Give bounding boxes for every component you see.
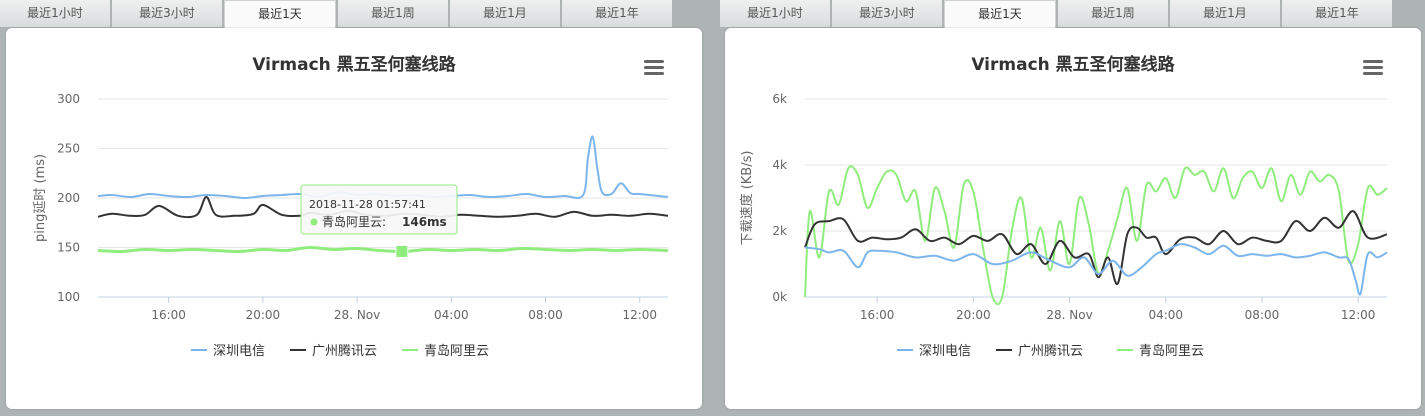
- tooltip-time: 2018-11-28 01:57:41: [309, 198, 426, 211]
- download-panel: 最近1小时 最近3小时 最近1天 最近1周 最近1月 最近1年 Virmach …: [720, 0, 1425, 416]
- tooltip-dot: [310, 218, 318, 226]
- x-tick-label: 04:00: [434, 308, 469, 322]
- legend-item[interactable]: 广州腾讯云: [996, 343, 1083, 359]
- tab-1-hour[interactable]: 最近1小时: [720, 0, 830, 27]
- menu-bar: [644, 66, 664, 69]
- tab-1-month[interactable]: 最近1月: [450, 0, 560, 27]
- x-tick-label: 28. Nov: [1046, 308, 1092, 322]
- chart-menu-icon[interactable]: [1363, 60, 1383, 75]
- time-range-tabs: 最近1小时 最近3小时 最近1天 最近1周 最近1月 最近1年: [0, 0, 674, 29]
- y-tick-label: 6k: [772, 92, 787, 106]
- x-tick-label: 08:00: [528, 308, 563, 322]
- series-line: [97, 245, 669, 254]
- menu-bar: [1363, 60, 1383, 63]
- time-range-tabs: 最近1小时 最近3小时 最近1天 最近1周 最近1月 最近1年: [720, 0, 1394, 29]
- x-tick-label: 16:00: [860, 308, 895, 322]
- chart-menu-icon[interactable]: [644, 60, 664, 75]
- legend-label: 广州腾讯云: [1018, 343, 1083, 359]
- y-tick-label: 4k: [772, 158, 787, 172]
- x-tick-label: 20:00: [246, 308, 281, 322]
- tab-1-day[interactable]: 最近1天: [944, 0, 1056, 29]
- chart-legend: 深圳电信 广州腾讯云 青岛阿里云: [897, 343, 1204, 359]
- legend-label: 深圳电信: [213, 344, 265, 359]
- tab-1-week[interactable]: 最近1周: [338, 0, 448, 27]
- series-line: [804, 165, 1388, 306]
- menu-bar: [644, 60, 664, 63]
- tooltip-series: 青岛阿里云:: [322, 214, 386, 229]
- chart-legend: 深圳电信 广州腾讯云 青岛阿里云: [191, 343, 489, 359]
- y-axis-label: 下载速度 (KB/s): [739, 151, 755, 246]
- x-tick-label: 12:00: [622, 308, 657, 322]
- menu-bar: [644, 72, 664, 75]
- chart-title: Virmach 黑五圣何塞线路: [971, 54, 1175, 75]
- ping-panel: 最近1小时 最近3小时 最近1天 最近1周 最近1月 最近1年 Virmach …: [0, 0, 712, 416]
- tooltip: 2018-11-28 01:57:41 青岛阿里云: 146ms: [300, 184, 458, 235]
- legend-label: 青岛阿里云: [424, 343, 489, 359]
- tooltip-value: 146ms: [402, 215, 447, 229]
- tab-1-hour[interactable]: 最近1小时: [0, 0, 110, 27]
- legend-item[interactable]: 广州腾讯云: [290, 343, 377, 359]
- x-tick-label: 16:00: [151, 308, 186, 322]
- download-speed-chart: Virmach 黑五圣何塞线路 0k 2k 4k 6k 下载速度 (KB/s) 16:00 2…: [739, 54, 1388, 359]
- y-axis-label: ping延时 (ms): [33, 154, 48, 242]
- y-tick-label: 250: [57, 142, 80, 156]
- legend-item[interactable]: 青岛阿里云: [402, 343, 489, 359]
- tab-1-year[interactable]: 最近1年: [1282, 0, 1392, 27]
- ping-chart-card: Virmach 黑五圣何塞线路 100 150 200 250 300 ping延时 (ms…: [6, 28, 702, 409]
- legend-label: 深圳电信: [919, 344, 971, 359]
- legend-item[interactable]: 深圳电信: [897, 344, 971, 359]
- legend-item[interactable]: 深圳电信: [191, 344, 265, 359]
- tab-3-hours[interactable]: 最近3小时: [112, 0, 222, 27]
- tooltip-box: [300, 184, 458, 235]
- y-tick-label: 150: [57, 241, 80, 255]
- tab-1-month[interactable]: 最近1月: [1170, 0, 1280, 27]
- y-tick-label: 100: [57, 290, 80, 304]
- legend-label: 广州腾讯云: [312, 343, 377, 359]
- ping-chart: Virmach 黑五圣何塞线路 100 150 200 250 300 ping延时 (ms…: [33, 54, 669, 359]
- x-tick-label: 12:00: [1341, 308, 1376, 322]
- menu-bar: [1363, 72, 1383, 75]
- x-tick-label: 28. Nov: [334, 308, 380, 322]
- series-line: [804, 243, 1388, 296]
- chart-title: Virmach 黑五圣何塞线路: [252, 54, 456, 75]
- y-tick-label: 2k: [772, 224, 787, 238]
- legend-label: 青岛阿里云: [1139, 343, 1204, 359]
- tab-3-hours[interactable]: 最近3小时: [832, 0, 942, 27]
- y-tick-label: 300: [57, 92, 80, 106]
- y-tick-label: 200: [57, 191, 80, 205]
- legend-item[interactable]: 青岛阿里云: [1117, 343, 1204, 359]
- x-tick-label: 04:00: [1148, 308, 1183, 322]
- y-tick-label: 0k: [772, 290, 787, 304]
- download-chart-card: Virmach 黑五圣何塞线路 0k 2k 4k 6k 下载速度 (KB/s) 16:00 2…: [725, 28, 1421, 409]
- tab-1-day[interactable]: 最近1天: [224, 0, 336, 29]
- x-tick-label: 08:00: [1245, 308, 1280, 322]
- hover-marker: [395, 244, 409, 258]
- series-line: [804, 210, 1388, 285]
- tab-1-week[interactable]: 最近1周: [1058, 0, 1168, 27]
- tab-1-year[interactable]: 最近1年: [562, 0, 672, 27]
- menu-bar: [1363, 66, 1383, 69]
- series-group: [804, 165, 1388, 306]
- x-tick-label: 20:00: [956, 308, 991, 322]
